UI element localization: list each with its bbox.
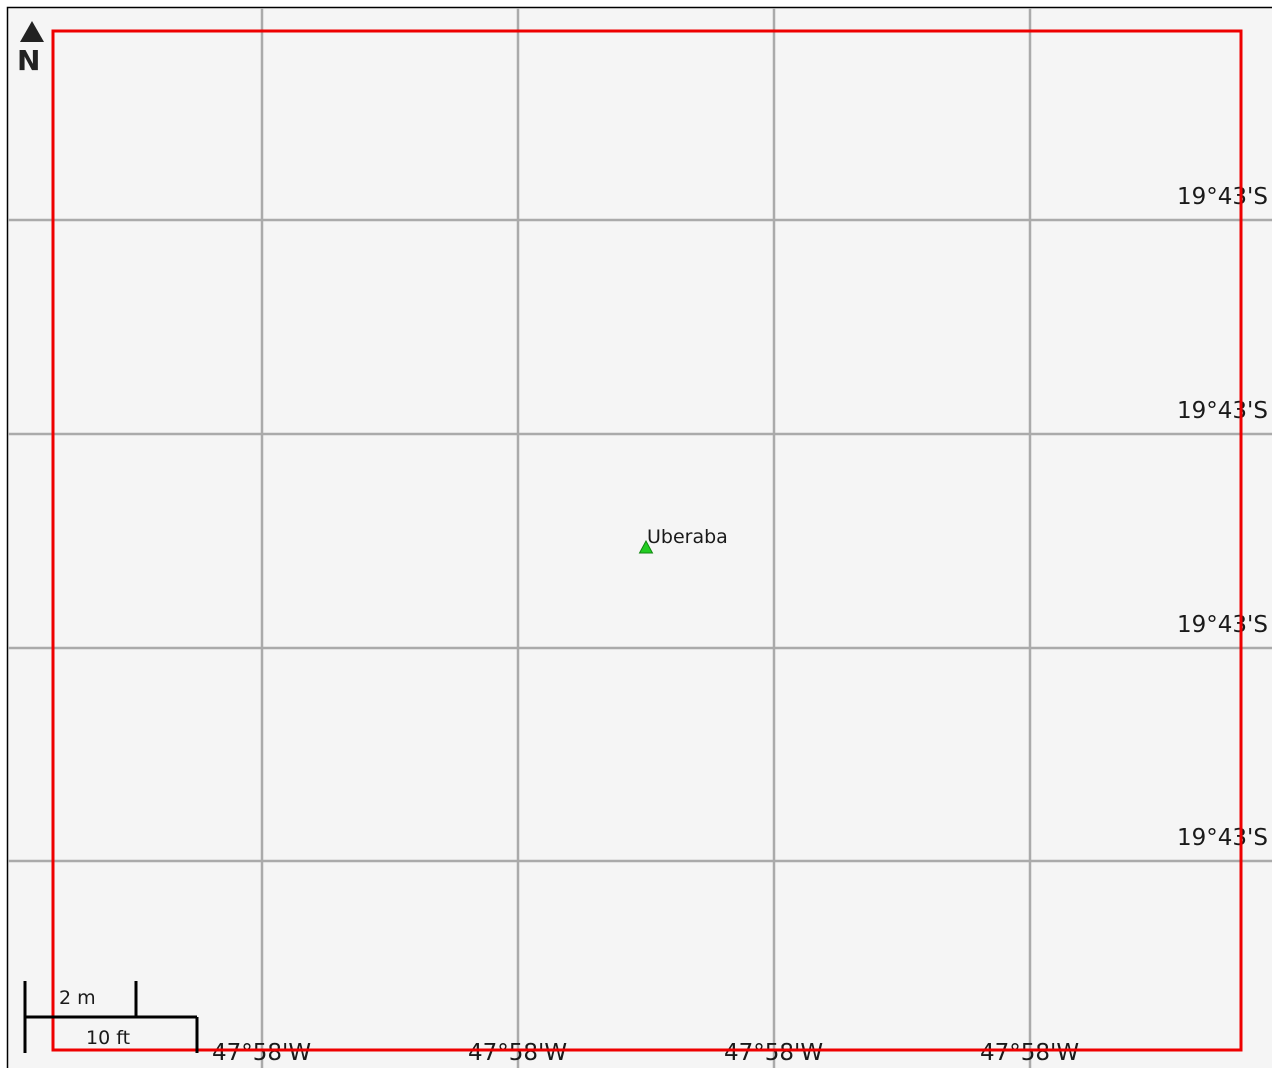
- scale-metric-label: 2 m: [59, 987, 96, 1009]
- extent-boundary: [51, 29, 1243, 1052]
- north-arrow-icon: [20, 21, 44, 42]
- scale-imperial-label: 10 ft: [86, 1027, 130, 1049]
- latitude-label: 19°43'S: [1177, 612, 1268, 638]
- map-background: [6, 6, 1272, 1068]
- place-uberaba[interactable]: Uberaba: [638, 526, 728, 554]
- latitude-label: 19°43'S: [1177, 184, 1268, 210]
- latitude-labels: 19°43'S 19°43'S 19°43'S 19°43'S: [1177, 184, 1268, 851]
- north-arrow: N: [17, 21, 44, 77]
- north-letter: N: [17, 44, 40, 77]
- place-label: Uberaba: [647, 526, 728, 548]
- longitude-label: 47°58'W: [212, 1040, 311, 1066]
- latitude-label: 19°43'S: [1177, 398, 1268, 424]
- green-triangle-marker-icon[interactable]: [638, 539, 654, 554]
- longitude-grid-lines: [260, 8, 1032, 1068]
- longitude-label: 47°58'W: [724, 1040, 823, 1066]
- longitude-labels: 47°58'W 47°58'W 47°58'W 47°58'W: [212, 1040, 1079, 1066]
- scale-bar: [23, 981, 199, 1053]
- latitude-grid-lines: [8, 218, 1272, 863]
- longitude-label: 47°58'W: [468, 1040, 567, 1066]
- latitude-label: 19°43'S: [1177, 825, 1268, 851]
- longitude-label: 47°58'W: [980, 1040, 1079, 1066]
